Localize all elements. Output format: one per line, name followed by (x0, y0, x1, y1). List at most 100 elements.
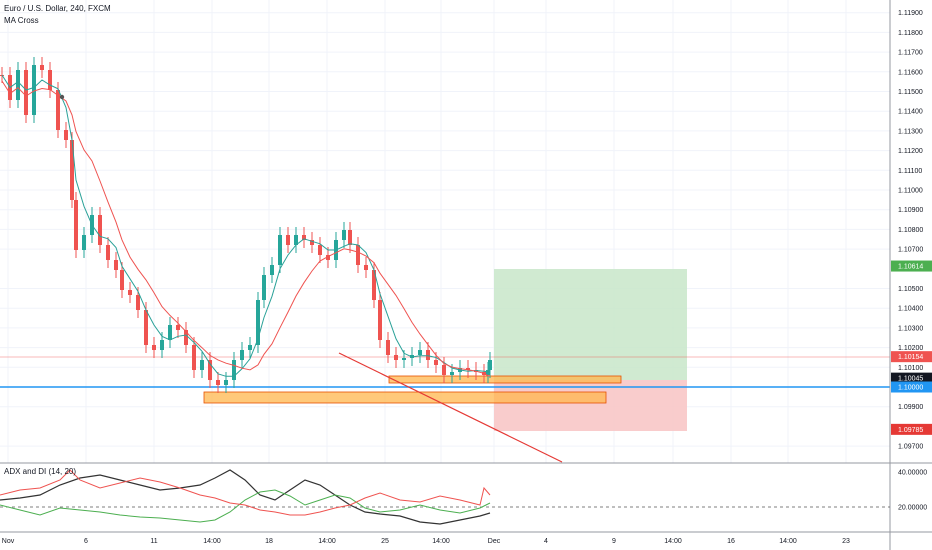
ma-cross-legend[interactable]: MA Cross (4, 16, 39, 25)
candle-body (372, 270, 376, 300)
price-tag-label: 1.09785 (898, 427, 923, 434)
price-tick-label: 1.11200 (898, 148, 923, 155)
candle-body (120, 270, 124, 290)
price-tick-label: 1.09700 (898, 444, 923, 451)
candle-body (442, 365, 446, 375)
adx-legend[interactable]: ADX and DI (14, 20) (4, 467, 77, 476)
candle-body (176, 325, 180, 330)
adx-line (0, 469, 491, 525)
candle-body (450, 372, 454, 375)
candle-body (394, 355, 398, 360)
support-box-upper[interactable] (388, 375, 622, 384)
candle-body (342, 230, 346, 240)
candle-body (262, 275, 266, 300)
price-tag-badge (891, 260, 932, 272)
price-tick-label: 1.11900 (898, 10, 923, 17)
candle-body (128, 290, 132, 295)
candle-body (364, 265, 368, 270)
time-tick-label: 25 (381, 538, 389, 545)
price-tag-badge (891, 372, 932, 384)
candle-body (232, 360, 236, 380)
candle-body (466, 368, 470, 370)
candle-body (16, 70, 20, 100)
candle-body (144, 310, 148, 345)
candle-body (294, 235, 298, 245)
candle-body (64, 130, 68, 140)
price-tick-label: 1.10700 (898, 247, 923, 254)
candle-body (426, 350, 430, 360)
candle-body (216, 380, 220, 385)
candle-body (402, 358, 406, 360)
candle-body (48, 70, 52, 90)
candle-body (356, 245, 360, 265)
candle-body (168, 325, 172, 340)
time-tick-label: 4 (544, 538, 548, 545)
time-tick-label: 14:00 (203, 538, 221, 545)
trend-line[interactable] (338, 352, 563, 463)
candle-body (278, 235, 282, 265)
stop-loss-zone[interactable] (494, 380, 687, 431)
candle-body (418, 350, 422, 355)
time-tick-label: 14:00 (779, 538, 797, 545)
candle-body (192, 345, 196, 370)
candle-body (184, 330, 188, 345)
price-tick-label: 1.10400 (898, 306, 923, 313)
indicator-tick-label: 20.00000 (898, 505, 927, 512)
di-minus-line (0, 469, 491, 516)
candle-body (114, 260, 118, 270)
time-tick-label: 11 (150, 538, 157, 545)
candle-body (40, 65, 44, 70)
price-tick-label: 1.10800 (898, 227, 923, 234)
price-tag-label: 1.10045 (898, 376, 923, 383)
candle-body (74, 200, 78, 250)
symbol-legend[interactable]: Euro / U.S. Dollar, 240, FXCM (4, 4, 111, 13)
candle-body (224, 380, 228, 385)
candle-body (486, 370, 490, 375)
candle-body (386, 340, 390, 355)
price-tag-badge (891, 351, 932, 363)
price-tag-label: 1.10154 (898, 354, 923, 361)
candle-body (98, 215, 102, 245)
candle-body (286, 235, 290, 245)
ma-slow-line (1, 80, 490, 377)
time-tick-label: 14:00 (664, 538, 682, 545)
candle-body (318, 245, 322, 255)
time-tick-label: 14:00 (318, 538, 336, 545)
price-tick-label: 1.11700 (898, 50, 923, 57)
support-box-lower[interactable] (203, 391, 607, 404)
price-axis[interactable]: 1.11900 1.11800 1.11700 1.11600 1.11500 1.114… (898, 10, 923, 450)
candle-body (348, 230, 352, 245)
price-tags: 1.10614 1.10154 1.10045 1.10000 1.09785 (891, 260, 932, 435)
price-tick-label: 1.10900 (898, 207, 923, 214)
price-tick-label: 1.11500 (898, 89, 923, 96)
candle-body (32, 65, 36, 115)
price-tick-label: 1.11300 (898, 128, 923, 135)
profit-target-zone[interactable] (494, 269, 687, 380)
candle-body (270, 265, 274, 275)
price-tick-label: 1.11800 (898, 30, 923, 37)
price-tick-label: 1.11100 (898, 168, 922, 175)
price-tag-label: 1.10000 (898, 385, 923, 392)
candle-body (434, 360, 438, 365)
ma-cross-marker (59, 94, 65, 100)
price-tag-badge (891, 423, 932, 435)
indicator-tick-label: 40.00000 (898, 470, 927, 477)
indicator-axis[interactable]: 40.00000 20.00000 (898, 470, 927, 512)
candle-body (136, 295, 140, 310)
time-tick-label: 6 (84, 538, 88, 545)
candle-body (152, 345, 156, 350)
candle-body (106, 245, 110, 260)
candle-body (378, 300, 382, 340)
time-tick-label: 16 (727, 538, 735, 545)
candlestick-series (0, 57, 492, 393)
time-tick-label: 18 (265, 538, 273, 545)
candle-body (200, 360, 204, 370)
candle-body (70, 140, 74, 200)
price-tick-label: 1.11000 (898, 188, 923, 195)
price-tick-label: 1.11400 (898, 109, 923, 116)
candle-body (160, 340, 164, 350)
candle-body (326, 255, 330, 260)
time-tick-label: 14:00 (432, 538, 450, 545)
time-axis[interactable]: Nov 6 11 14:00 18 14:00 25 14:00 Dec 4 9 14:00 16 14:… (2, 538, 850, 545)
